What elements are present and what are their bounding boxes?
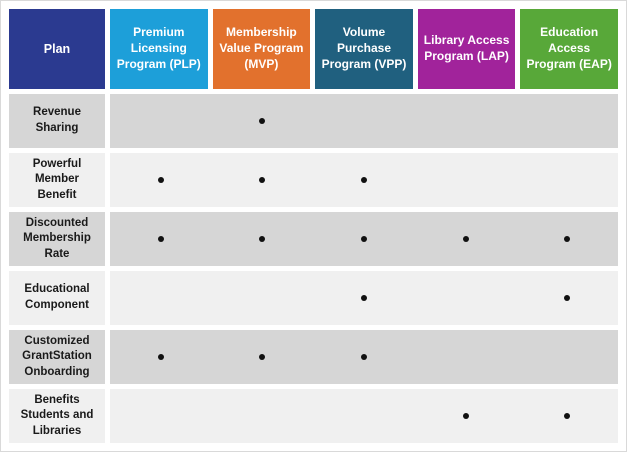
feature-slot [110,389,212,443]
feature-dot [259,354,266,360]
feature-slot [110,94,212,148]
column-header-3: Volume Purchase Program (VPP) [315,9,413,89]
feature-dot [360,354,367,360]
feature-dot [360,177,367,183]
column-header-2: Membership Value Program (MVP) [212,9,311,89]
row-label: Customized GrantStation Onboarding [9,330,105,384]
feature-dot [564,236,571,242]
column-header-4: Library Access Program (LAP) [417,9,516,89]
feature-slot [415,212,517,266]
row-label: Educational Component [9,271,105,325]
feature-slot [313,271,415,325]
feature-slot [313,389,415,443]
feature-dot [157,236,164,242]
feature-slot [212,212,314,266]
feature-dot [564,295,571,301]
column-header-5: Education Access Program (EAP) [520,9,618,89]
feature-dot [462,413,469,419]
feature-slot [110,271,212,325]
row-body-strip [110,389,618,443]
feature-slot [212,271,314,325]
feature-slot [415,389,517,443]
feature-dot [157,177,164,183]
feature-slot [110,212,212,266]
feature-slot [516,153,618,207]
feature-slot [415,94,517,148]
column-header-1: Premium Licensing Program (PLP) [110,9,208,89]
row-body-strip [110,330,618,384]
feature-slot [110,330,212,384]
feature-slot [313,94,415,148]
plan-header-cell: Plan [9,9,105,89]
row-label: Discounted Membership Rate [9,212,105,266]
feature-dot [259,118,266,124]
feature-slot [212,330,314,384]
feature-slot [415,153,517,207]
feature-dot [360,236,367,242]
row-label: Revenue Sharing [9,94,105,148]
row-label: Benefits Students and Libraries [9,389,105,443]
row-body-strip [110,94,618,148]
feature-dot [462,236,469,242]
feature-slot [313,153,415,207]
feature-dot [259,177,266,183]
row-body-strip [110,271,618,325]
feature-slot [516,330,618,384]
feature-slot [516,212,618,266]
feature-dot [360,295,367,301]
row-body-strip [110,153,618,207]
feature-dot [259,236,266,242]
feature-slot [415,330,517,384]
feature-dot [564,413,571,419]
feature-slot [212,94,314,148]
feature-slot [110,153,212,207]
feature-dot [157,354,164,360]
feature-slot [516,271,618,325]
feature-slot [313,212,415,266]
feature-slot [313,330,415,384]
feature-slot [212,153,314,207]
comparison-grid: Plan Premium Licensing Program (PLP) Membe… [9,9,618,443]
feature-slot [415,271,517,325]
row-body-strip [110,212,618,266]
feature-slot [516,389,618,443]
row-label: Powerful Member Benefit [9,153,105,207]
feature-slot [516,94,618,148]
feature-slot [212,389,314,443]
